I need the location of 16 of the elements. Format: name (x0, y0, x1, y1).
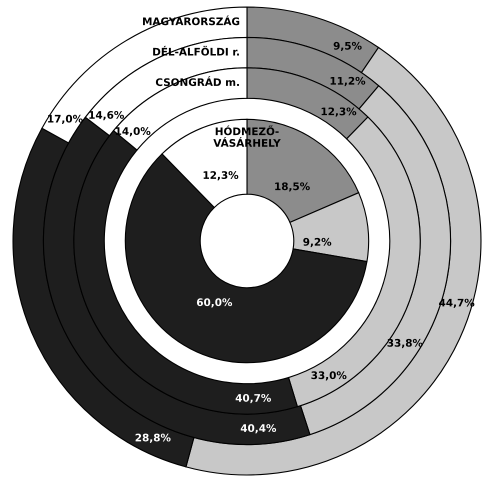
slice-label: HÓDMEZŐ- VÁSÁRHELY (213, 125, 281, 147)
data-label: 40,4% (240, 424, 276, 434)
data-label: 33,0% (311, 371, 346, 380)
data-label: 18,5% (275, 182, 310, 192)
data-label: 17,0% (48, 114, 83, 124)
data-label: 9,2% (303, 238, 332, 248)
data-label: 12,3% (322, 107, 356, 117)
data-label: 40,7% (236, 394, 271, 404)
data-label: 9,5% (334, 42, 362, 52)
data-label: 33,8% (387, 338, 423, 348)
data-label: 14,0% (116, 127, 150, 136)
data-label: 11,2% (330, 76, 366, 86)
data-label: 28,8% (136, 434, 171, 443)
data-label: 12,3% (204, 171, 238, 180)
data-label: 14,6% (89, 110, 124, 120)
data-label: 60,0% (196, 298, 232, 308)
